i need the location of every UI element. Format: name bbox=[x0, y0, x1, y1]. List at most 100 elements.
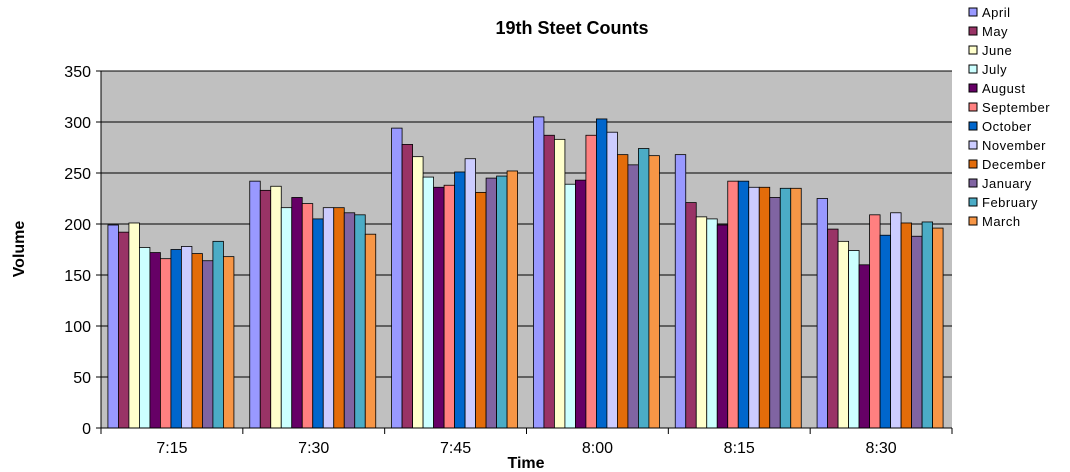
bar-october-800 bbox=[596, 118, 608, 429]
bar-december-830 bbox=[900, 222, 912, 429]
bar-december-745 bbox=[475, 191, 487, 429]
legend-swatch-september bbox=[968, 102, 978, 112]
bar-april-800 bbox=[533, 116, 545, 429]
x-tick-label: 7:15 bbox=[156, 440, 187, 457]
y-tick-label: 150 bbox=[64, 268, 91, 285]
bar-october-730 bbox=[312, 218, 324, 429]
legend-label-october: October bbox=[982, 119, 1032, 134]
bar-june-745 bbox=[412, 156, 424, 429]
x-tick-label: 8:30 bbox=[866, 440, 897, 457]
y-axis-label: Volume bbox=[11, 221, 28, 278]
legend-swatch-june bbox=[968, 45, 978, 55]
bar-december-815 bbox=[758, 186, 771, 429]
x-tick-label: 7:45 bbox=[440, 440, 471, 457]
bar-march-815 bbox=[790, 187, 802, 429]
bar-september-745 bbox=[443, 184, 455, 429]
y-tick-label: 300 bbox=[64, 115, 91, 132]
legend-swatch-august bbox=[968, 83, 978, 93]
bar-october-830 bbox=[879, 234, 891, 429]
bar-november-815 bbox=[748, 186, 760, 429]
bar-june-800 bbox=[554, 138, 566, 429]
bar-september-715 bbox=[160, 258, 172, 429]
legend-label-june: June bbox=[982, 43, 1012, 58]
bar-february-815 bbox=[779, 187, 792, 429]
bar-may-815 bbox=[685, 202, 697, 429]
bar-november-745 bbox=[464, 158, 476, 429]
legend-label-july: July bbox=[982, 62, 1007, 77]
bar-january-745 bbox=[485, 177, 497, 429]
bar-july-745 bbox=[422, 176, 434, 429]
bar-september-830 bbox=[869, 214, 881, 429]
legend: April May June July August September October No… bbox=[968, 5, 1050, 229]
y-tick-label: 100 bbox=[64, 319, 91, 336]
legend-swatch-january bbox=[968, 178, 978, 188]
bar-december-800 bbox=[617, 154, 629, 429]
bar-march-715 bbox=[223, 256, 235, 429]
bar-may-800 bbox=[543, 134, 555, 429]
bar-july-730 bbox=[280, 207, 293, 429]
bar-august-730 bbox=[291, 197, 303, 429]
bar-february-715 bbox=[212, 240, 224, 429]
legend-swatch-october bbox=[968, 121, 978, 131]
legend-label-may: May bbox=[982, 24, 1008, 39]
bar-may-715 bbox=[118, 231, 130, 429]
bar-august-800 bbox=[575, 179, 587, 429]
bar-april-730 bbox=[249, 180, 261, 429]
bar-february-745 bbox=[496, 175, 508, 429]
bar-july-830 bbox=[848, 250, 860, 429]
bar-september-800 bbox=[585, 134, 597, 429]
bar-october-715 bbox=[170, 249, 182, 429]
x-tick-labels: 7:15 7:30 7:45 8:00 8:15 8:30 bbox=[156, 440, 896, 457]
y-tick-label: 50 bbox=[73, 370, 91, 387]
bar-january-800 bbox=[627, 164, 639, 429]
x-tick-label: 8:00 bbox=[582, 440, 613, 457]
bar-november-715 bbox=[181, 246, 193, 429]
bar-september-730 bbox=[301, 203, 314, 429]
legend-label-march: March bbox=[982, 214, 1021, 229]
bar-july-715 bbox=[139, 247, 151, 429]
bar-july-800 bbox=[564, 183, 576, 429]
y-tick-label: 350 bbox=[64, 64, 91, 81]
bar-june-830 bbox=[837, 240, 849, 429]
bar-november-730 bbox=[322, 207, 335, 429]
bar-january-830 bbox=[911, 235, 923, 429]
bar-april-815 bbox=[674, 154, 687, 429]
legend-swatch-july bbox=[968, 64, 978, 74]
bar-august-745 bbox=[433, 186, 445, 429]
bar-may-830 bbox=[827, 228, 839, 429]
bar-february-730 bbox=[354, 214, 366, 429]
legend-label-january: January bbox=[982, 176, 1032, 191]
bar-october-745 bbox=[454, 171, 466, 429]
legend-label-april: April bbox=[982, 5, 1011, 20]
bar-february-800 bbox=[638, 148, 650, 429]
legend-swatch-february bbox=[968, 197, 978, 207]
bar-march-830 bbox=[932, 227, 944, 429]
legend-swatch-november bbox=[968, 140, 978, 150]
legend-label-september: September bbox=[982, 100, 1050, 115]
legend-swatch-may bbox=[968, 26, 978, 36]
plot-area bbox=[101, 71, 952, 428]
bar-may-745 bbox=[401, 144, 413, 429]
legend-label-february: February bbox=[982, 195, 1038, 210]
bar-august-715 bbox=[149, 252, 161, 429]
y-tick-labels: 0 50 100 150 200 250 300 350 bbox=[64, 64, 91, 438]
bar-june-730 bbox=[270, 185, 282, 429]
x-tick-label: 7:30 bbox=[298, 440, 329, 457]
bar-january-815 bbox=[769, 197, 781, 429]
legend-swatch-december bbox=[968, 159, 978, 169]
bar-june-815 bbox=[695, 216, 708, 429]
x-axis-label: Time bbox=[507, 455, 544, 472]
bar-november-800 bbox=[606, 131, 618, 429]
bar-december-730 bbox=[333, 207, 345, 429]
bar-march-800 bbox=[648, 155, 660, 429]
legend-label-august: August bbox=[982, 81, 1025, 96]
legend-swatch-march bbox=[968, 216, 978, 226]
bar-july-815 bbox=[706, 218, 718, 429]
bar-march-730 bbox=[364, 233, 377, 429]
y-tick-label: 250 bbox=[64, 166, 91, 183]
bar-october-815 bbox=[737, 180, 750, 429]
chart-title: 19th Steet Counts bbox=[495, 18, 648, 38]
legend-label-november: November bbox=[982, 138, 1046, 153]
legend-label-december: December bbox=[982, 157, 1046, 172]
